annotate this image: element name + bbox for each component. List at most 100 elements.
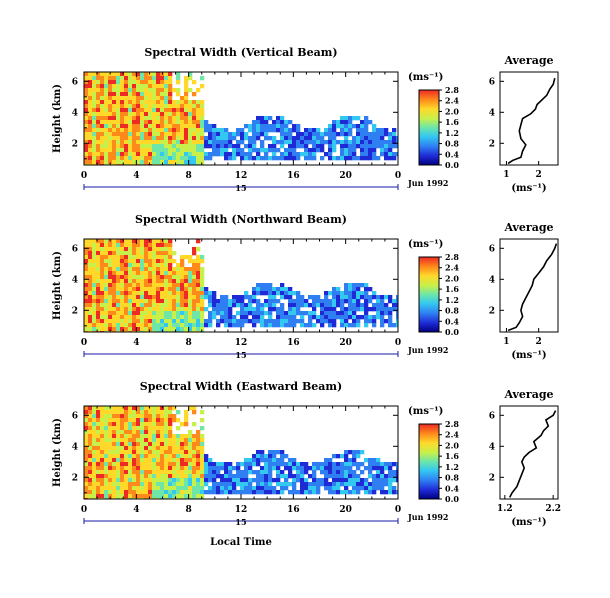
heatmap-cell xyxy=(308,319,313,324)
heatmap-cell xyxy=(100,283,105,288)
heatmap-cell xyxy=(140,287,145,292)
heatmap-cell xyxy=(204,307,209,312)
heatmap-cell xyxy=(116,112,121,117)
heatmap-cell xyxy=(164,418,169,423)
heatmap-cell xyxy=(352,291,357,296)
heatmap-cell xyxy=(128,442,133,447)
heatmap-cell xyxy=(200,144,205,149)
heatmap-cell xyxy=(168,434,173,439)
heatmap-cell xyxy=(240,132,245,137)
heatmap-cell xyxy=(284,466,289,471)
heatmap-cell xyxy=(116,148,121,153)
heatmap-cell xyxy=(268,486,273,491)
heatmap-cell xyxy=(100,327,105,332)
heatmap-cell xyxy=(252,144,257,149)
heatmap-cell xyxy=(104,446,109,451)
heatmap-cell xyxy=(148,112,153,117)
heatmap-cell xyxy=(120,108,125,113)
heatmap-cell xyxy=(172,462,177,467)
heatmap-cell xyxy=(164,144,169,149)
heatmap-cell xyxy=(308,140,313,145)
heatmap-cell xyxy=(100,92,105,97)
heatmap-cell xyxy=(132,430,137,435)
heatmap-cell xyxy=(264,462,269,467)
heatmap-cell xyxy=(284,486,289,491)
heatmap-cell xyxy=(132,267,137,272)
heatmap-cell xyxy=(112,430,117,435)
heatmap-cell xyxy=(120,287,125,292)
heatmap-cell xyxy=(84,267,89,272)
heatmap-cell xyxy=(348,152,353,157)
heatmap-cell xyxy=(88,434,93,439)
heatmap-cell xyxy=(120,104,125,109)
heatmap-cell xyxy=(112,442,117,447)
heatmap-cell xyxy=(148,474,153,479)
heatmap-cell xyxy=(228,315,233,320)
heatmap-cell xyxy=(136,251,141,256)
heatmap-cell xyxy=(244,470,249,475)
panel-1: Spectral Width (Northward Beam)0 4 8 12 16 20… xyxy=(52,213,559,361)
heatmap-cell xyxy=(320,315,325,320)
heatmap-cell xyxy=(332,148,337,153)
heatmap-cell xyxy=(276,466,281,471)
heatmap-cell xyxy=(148,152,153,157)
heatmap-cell xyxy=(280,311,285,316)
heatmap-cell xyxy=(216,462,221,467)
heatmap-cell xyxy=(92,458,97,463)
heatmap-cell xyxy=(308,323,313,328)
average-y-tick-label: 2 xyxy=(489,473,495,483)
heatmap-cell xyxy=(340,124,345,129)
average-x-tick-label: 2.2 xyxy=(545,504,561,514)
heatmap-cell xyxy=(156,259,161,264)
heatmap-cell xyxy=(92,327,97,332)
heatmap-cell xyxy=(348,124,353,129)
heatmap-cell xyxy=(172,144,177,149)
heatmap-cell xyxy=(120,414,125,419)
heatmap-cell xyxy=(172,283,177,288)
heatmap-cell xyxy=(100,418,105,423)
heatmap-cell xyxy=(88,291,93,296)
heatmap-cell xyxy=(140,100,145,105)
heatmap-cell xyxy=(124,466,129,471)
heatmap-cell xyxy=(152,148,157,153)
heatmap-cell xyxy=(140,454,145,459)
heatmap-cell xyxy=(192,116,197,121)
heatmap-cell xyxy=(280,470,285,475)
heatmap-cell xyxy=(396,462,398,467)
heatmap-cell xyxy=(236,148,241,153)
heatmap-cell xyxy=(280,450,285,455)
heatmap-cell xyxy=(212,462,217,467)
heatmap-cell xyxy=(292,490,297,495)
heatmap-cell xyxy=(92,470,97,475)
heatmap-cell xyxy=(260,311,265,316)
heatmap-cell xyxy=(372,482,377,487)
heatmap-cell xyxy=(156,323,161,328)
heatmap-cell xyxy=(384,303,389,308)
heatmap-cell xyxy=(264,291,269,296)
heatmap-cell xyxy=(144,462,149,467)
heatmap-cell xyxy=(156,136,161,141)
heatmap-cell xyxy=(144,84,149,89)
heatmap-cell xyxy=(192,450,197,455)
heatmap-cell xyxy=(156,414,161,419)
heatmap-cell xyxy=(188,434,193,439)
heatmap-cell xyxy=(108,104,113,109)
heatmap-cell xyxy=(120,84,125,89)
heatmap-cell xyxy=(288,462,293,467)
heatmap-cell xyxy=(112,414,117,419)
heatmap-cell xyxy=(148,247,153,252)
heatmap-cell xyxy=(392,156,397,161)
heatmap-cell xyxy=(120,430,125,435)
heatmap-cell xyxy=(140,414,145,419)
heatmap-cell xyxy=(132,88,137,93)
heatmap-cell xyxy=(100,414,105,419)
heatmap-cell xyxy=(156,92,161,97)
heatmap-cell xyxy=(188,76,193,81)
heatmap-cell xyxy=(380,323,385,328)
heatmap-cell xyxy=(284,482,289,487)
heatmap-cell xyxy=(256,462,261,467)
heatmap-cell xyxy=(184,100,189,105)
heatmap-cell xyxy=(132,406,137,411)
heatmap-cell xyxy=(360,120,365,125)
heatmap-cell xyxy=(244,462,249,467)
